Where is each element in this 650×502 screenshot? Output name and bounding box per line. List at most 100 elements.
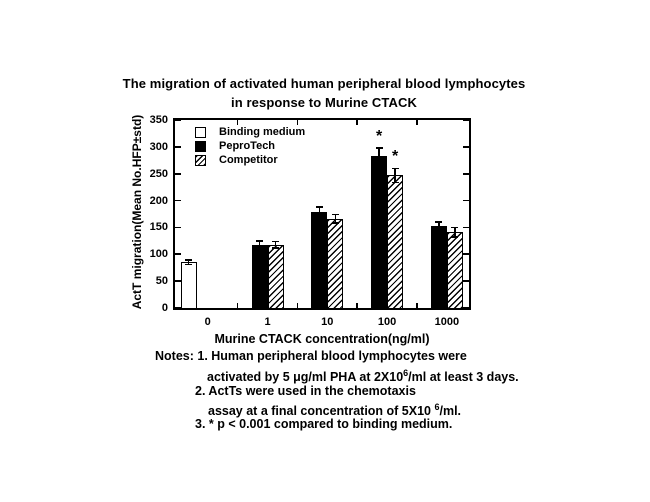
bar-competitor-100 <box>387 175 404 308</box>
y-tick-mark <box>463 172 469 175</box>
note-line-4: assay at a final concentration of 5X10 6… <box>208 402 461 418</box>
note-line-2-text: activated by 5 μg/ml PHA at 2X10 <box>207 370 404 385</box>
y-tick-mark <box>463 119 469 121</box>
legend-item-peprotech: PeproTech <box>195 139 305 153</box>
y-tick-mark <box>175 226 181 229</box>
x-tick-mark <box>356 120 358 125</box>
y-tick-mark <box>175 280 181 282</box>
legend-swatch-open-icon <box>195 126 206 138</box>
x-tick-label: 10 <box>321 316 334 328</box>
y-tick-mark <box>175 119 181 121</box>
y-tick-label: 250 <box>149 167 168 180</box>
bar-competitor-10 <box>327 218 344 308</box>
error-bar-cap <box>315 216 323 219</box>
y-tick-label: 0 <box>161 302 168 314</box>
chart-title-line1: The migration of activated human periphe… <box>122 76 526 91</box>
x-tick-label: 0 <box>204 316 211 328</box>
chart-plot-area: 0 50 100 150 200 250 300 350 0 1 10 100 1000 * * <box>150 114 471 328</box>
x-tick-mark <box>296 303 299 308</box>
y-tick-label: 100 <box>149 248 168 261</box>
note-line-2: activated by 5 μg/ml PHA at 2X106/ml at … <box>207 368 519 384</box>
note-line-4-text: assay at a final concentration of 5X10 <box>208 404 435 419</box>
x-tick-mark <box>296 120 299 125</box>
note-line-2-superscript: 6 <box>403 368 409 378</box>
error-bar-cap <box>185 259 193 261</box>
error-bar-cap <box>435 221 443 223</box>
legend-label: PeproTech <box>219 140 276 152</box>
error-bar-cap <box>375 163 383 165</box>
chart: ActT migration(Mean No.HFP±std) 0 50 100 15… <box>130 114 471 346</box>
bar-peprotech-100 <box>371 155 388 308</box>
y-tick-mark <box>175 199 181 202</box>
error-bar-cap <box>435 229 443 232</box>
error-bar-cap <box>391 181 399 184</box>
error-bar <box>334 214 337 224</box>
error-bar <box>318 207 321 218</box>
error-bar <box>258 240 261 249</box>
y-tick-label: 150 <box>149 221 168 234</box>
x-tick-mark <box>236 120 239 125</box>
legend-item-competitor: Competitor <box>195 153 305 167</box>
error-bar-cap <box>375 147 383 149</box>
error-bar-cap <box>185 263 193 266</box>
x-tick-mark <box>356 303 358 308</box>
y-tick-mark <box>175 172 181 175</box>
y-tick-mark <box>463 253 469 256</box>
x-axis-label: Murine CTACK concentration(ng/ml) <box>214 332 430 346</box>
error-bar-cap <box>272 240 279 243</box>
note-line-2-text-end: /ml at least 3 days. <box>408 370 519 385</box>
error-bar-cap <box>272 247 279 249</box>
legend-swatch-solid-icon <box>195 140 206 152</box>
error-bar-cap <box>256 247 263 250</box>
error-bar <box>454 227 456 238</box>
y-tick-mark <box>463 146 469 148</box>
note-line-5: 3. * p < 0.001 compared to binding mediu… <box>195 417 453 431</box>
y-tick-mark <box>175 253 181 256</box>
y-tick-mark <box>463 307 469 309</box>
y-tick-mark <box>463 226 469 229</box>
bar-binding-medium-0 <box>180 262 197 308</box>
error-bar-cap <box>391 167 399 170</box>
chart-title: The migration of activated human periphe… <box>0 74 648 112</box>
y-tick-mark <box>463 199 469 202</box>
note-line-4-text-end: /ml. <box>439 404 462 419</box>
x-tick-mark <box>416 303 418 308</box>
y-tick-mark <box>175 146 181 148</box>
y-tick-label: 300 <box>149 140 168 153</box>
bar-competitor-1 <box>267 244 284 308</box>
legend-swatch-hatched-icon <box>195 154 206 166</box>
error-bar-cap <box>315 206 323 208</box>
bar-competitor-1000 <box>446 232 463 308</box>
x-tick-label: 1000 <box>434 316 460 328</box>
y-tick-label: 50 <box>155 275 168 288</box>
note-line-1: Notes: 1. Human peripheral blood lymphoc… <box>155 349 467 363</box>
legend-item-binding-medium: Binding medium <box>195 125 305 139</box>
error-bar-cap <box>331 222 339 224</box>
bar-peprotech-10 <box>311 212 328 308</box>
y-tick-mark <box>463 280 469 282</box>
error-bar-cap <box>451 236 459 238</box>
bar-peprotech-1 <box>251 244 268 308</box>
x-tick-mark <box>416 120 418 125</box>
x-tick-label: 100 <box>377 316 397 328</box>
legend-label: Competitor <box>219 154 278 166</box>
error-bar <box>274 241 277 248</box>
y-tick-label: 350 <box>149 114 168 126</box>
x-tick-mark <box>236 303 239 308</box>
error-bar <box>378 147 380 165</box>
significance-asterisk: * <box>391 148 399 166</box>
x-tick-label: 1 <box>264 316 271 328</box>
y-tick-mark <box>175 307 181 309</box>
error-bar-cap <box>451 226 459 229</box>
note-line-3: 2. ActTs were used in the chemotaxis <box>195 384 416 398</box>
error-bar-cap <box>256 240 263 242</box>
legend: Binding medium PeproTech Competitor <box>195 125 305 167</box>
chart-title-line2: in response to Murine CTACK <box>231 95 417 110</box>
note-line-4-superscript: 6 <box>434 402 440 412</box>
error-bar <box>394 168 396 183</box>
error-bar-cap <box>331 213 339 216</box>
error-bar <box>187 260 190 265</box>
error-bar <box>438 222 440 231</box>
legend-label: Binding medium <box>219 126 306 138</box>
